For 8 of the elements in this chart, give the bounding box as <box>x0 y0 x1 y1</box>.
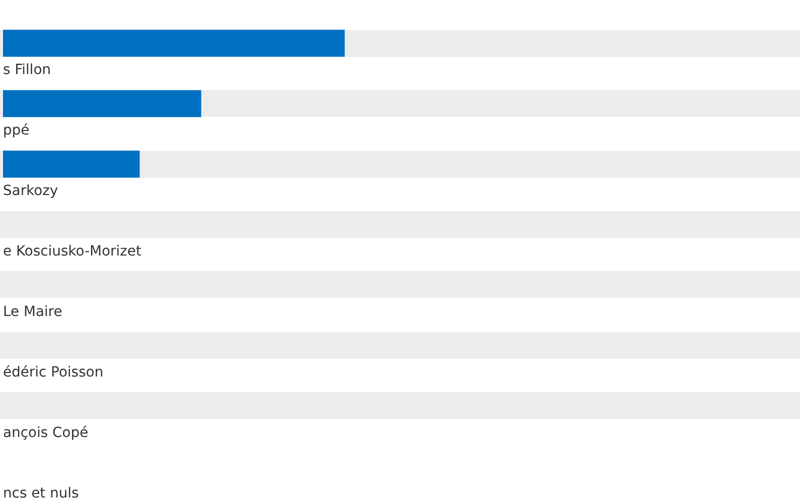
y-tick-label: édéric Poisson <box>3 364 104 380</box>
y-tick-label: e Kosciusko-Morizet <box>3 244 142 260</box>
y-tick-label: Le Maire <box>3 304 62 320</box>
y-tick-label: ncs et nuls <box>3 485 79 500</box>
y-tick-label: Sarkozy <box>3 183 58 200</box>
y-tick-label: ppé <box>3 122 30 139</box>
y-tick-label: s Fillon <box>3 62 51 78</box>
y-tick-label: ançois Copé <box>3 424 88 441</box>
